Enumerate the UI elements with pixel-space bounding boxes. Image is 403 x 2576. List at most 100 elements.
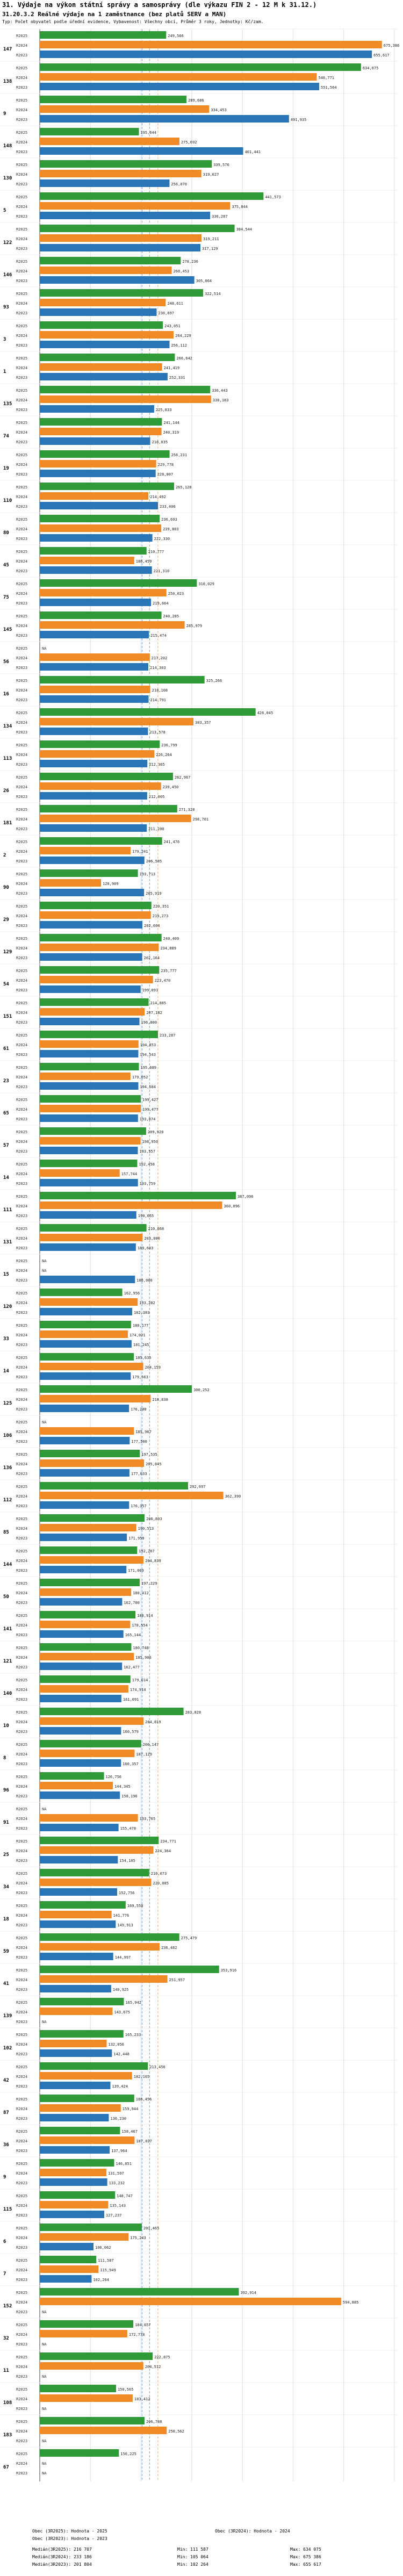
bar-R2023 [40, 2275, 92, 2283]
series-label: R2025 [16, 1195, 27, 1199]
data-label: 180,412 [133, 1591, 149, 1595]
series-label: R2025 [16, 1098, 27, 1102]
data-label: 133,232 [109, 2181, 125, 2185]
series-label: R2024 [16, 1333, 27, 1337]
series-label: R2023 [16, 1697, 27, 1702]
bar-R2025 [40, 1450, 140, 1457]
data-label: 250,023 [168, 592, 184, 596]
category-label: 61 [3, 1046, 9, 1052]
chart-subtitle: 31.20.3.2 Reálné výdaje na 1 zaměstnance… [2, 11, 227, 18]
bar-R2024 [40, 2427, 167, 2434]
na-label: NA [42, 2407, 47, 2411]
data-label: 339,576 [213, 163, 229, 167]
data-label: 250,562 [168, 2429, 184, 2434]
bar-R2025 [40, 998, 149, 1006]
bar-R2025 [40, 160, 212, 168]
category-label: 50 [3, 1594, 9, 1600]
median-2023: Medián(3R2023): 201 804 [32, 2562, 92, 2567]
bar-R2023 [40, 1114, 138, 1122]
series-label: R2025 [16, 1259, 27, 1263]
data-label: 362,390 [225, 1494, 241, 1499]
bar-R2025 [40, 1579, 140, 1586]
data-label: 275,479 [181, 1936, 197, 1940]
bar-R2024 [40, 1137, 141, 1145]
data-label: 194,584 [140, 1085, 156, 1089]
category-label: 122 [3, 240, 12, 246]
series-label: R2023 [16, 956, 27, 960]
series-label: R2023 [16, 85, 27, 90]
series-label: R2025 [16, 195, 27, 199]
data-label: 202,164 [144, 956, 160, 960]
bar-R2024 [40, 1363, 143, 1370]
bar-R2024 [40, 1685, 128, 1693]
bar-R2024 [40, 1621, 131, 1628]
bar-R2023 [40, 1469, 129, 1477]
bar-R2023 [40, 308, 157, 316]
min-2025: Min: 111 587 [177, 2547, 208, 2552]
data-label: 150,565 [118, 2387, 134, 2392]
bar-R2024 [40, 2104, 121, 2112]
bar-R2023 [40, 1243, 136, 1251]
series-label: R2025 [16, 1066, 27, 1070]
data-label: 190,665 [138, 1214, 154, 1218]
data-label: 551,564 [321, 85, 337, 90]
data-label: 156,225 [120, 2452, 136, 2456]
bar-R2023 [40, 2114, 109, 2121]
bar-R2024 [40, 2169, 107, 2176]
data-label: 229,778 [158, 463, 174, 467]
bar-R2024 [40, 782, 161, 790]
series-label: R2023 [16, 1955, 27, 1960]
data-label: 236,693 [161, 517, 177, 522]
series-label: R2025 [16, 1130, 27, 1134]
bar-R2024 [40, 2394, 133, 2402]
series-label: R2025 [16, 679, 27, 683]
bar-R2025 [40, 902, 152, 909]
data-label: 223,470 [155, 978, 171, 983]
bar-R2024 [40, 653, 150, 661]
data-label: 131,597 [108, 2171, 124, 2176]
bar-R2023 [40, 2243, 94, 2250]
data-label: 278,236 [182, 260, 198, 264]
series-label: R2023 [16, 279, 27, 283]
series-label: R2024 [16, 850, 27, 854]
na-label: NA [42, 2310, 47, 2314]
bar-R2025 [40, 1224, 147, 1232]
series-label: R2024 [16, 205, 27, 209]
category-label: 80 [3, 530, 9, 536]
bar-R2025 [40, 1611, 136, 1618]
series-label: R2024 [16, 1978, 27, 1982]
bar-R2023 [40, 244, 201, 251]
series-label: R2024 [16, 721, 27, 725]
bar-R2024 [40, 331, 174, 339]
category-label: 113 [3, 756, 12, 761]
na-label: NA [42, 2439, 47, 2443]
series-label: R2025 [16, 2097, 27, 2102]
series-label: R2025 [16, 808, 27, 812]
series-label: R2025 [16, 260, 27, 264]
data-label: 181,245 [133, 1343, 149, 1347]
bar-R2023 [40, 2082, 111, 2089]
series-label: R2024 [16, 430, 27, 435]
series-label: R2025 [16, 775, 27, 780]
data-label: 211,200 [148, 827, 164, 831]
bar-R2025 [40, 289, 204, 297]
bar-R2023 [40, 1372, 131, 1380]
data-label: 215,474 [150, 634, 167, 638]
series-label: R2023 [16, 1504, 27, 1508]
category-label: 125 [3, 1401, 12, 1406]
category-label: 102 [3, 2046, 12, 2051]
data-label: 303,357 [195, 721, 211, 725]
bar-R2025 [40, 515, 160, 522]
series-label: R2023 [16, 2117, 27, 2121]
category-label: 5 [3, 208, 6, 213]
data-label: 160,579 [123, 1730, 139, 1734]
series-label: R2024 [16, 2204, 27, 2208]
data-label: 149,913 [117, 1923, 133, 1927]
data-label: 178,554 [132, 1623, 148, 1628]
data-label: 218,035 [152, 440, 168, 444]
max-2025: Max: 634 075 [290, 2547, 321, 2552]
series-label: R2023 [16, 1568, 27, 1573]
series-label: R2024 [16, 1881, 27, 1886]
bar-R2025 [40, 354, 175, 361]
na-label: NA [42, 2462, 47, 2466]
